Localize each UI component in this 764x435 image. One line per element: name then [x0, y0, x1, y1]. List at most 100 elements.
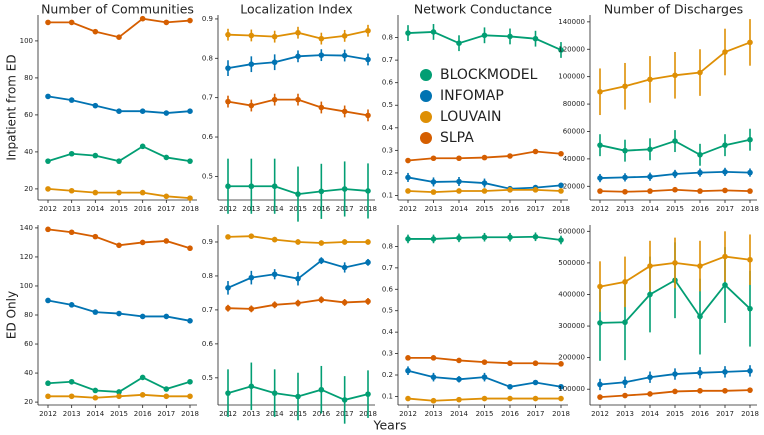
- point: [722, 49, 728, 55]
- point: [722, 169, 728, 175]
- y-tick-label: 0.4: [382, 328, 394, 336]
- point: [92, 394, 99, 401]
- point: [45, 19, 51, 26]
- point: [722, 387, 728, 394]
- point: [225, 390, 231, 396]
- point: [672, 388, 678, 395]
- point: [672, 260, 678, 266]
- y-tick-label: 0.7: [202, 306, 213, 314]
- y-tick-label: 0.9: [202, 15, 213, 23]
- y-tick-label: 0.6: [202, 133, 214, 141]
- point: [271, 390, 278, 396]
- point: [225, 31, 231, 38]
- series: [225, 257, 371, 295]
- panel-title: Number of Communities: [41, 2, 194, 17]
- point: [481, 234, 488, 241]
- y-tick-label: 0.6: [382, 79, 394, 87]
- point: [747, 305, 753, 312]
- series: [45, 226, 193, 252]
- point: [430, 236, 437, 242]
- x-tick-label: 2013: [616, 205, 634, 213]
- point: [405, 188, 411, 194]
- point: [295, 275, 301, 282]
- point: [116, 242, 122, 249]
- x-tick-label: 2017: [716, 205, 734, 213]
- series: [225, 296, 371, 313]
- y-tick-label: 0.9: [202, 238, 213, 246]
- point: [481, 32, 488, 39]
- point: [647, 391, 653, 397]
- point: [532, 35, 539, 42]
- series: [225, 49, 371, 77]
- point: [341, 108, 348, 115]
- point: [622, 279, 628, 285]
- y-tick-label: 0.6: [382, 285, 394, 293]
- point: [92, 28, 99, 35]
- x-tick-label: 2018: [552, 205, 570, 213]
- point: [163, 238, 170, 244]
- point: [697, 169, 703, 176]
- point: [430, 29, 437, 35]
- point: [139, 108, 146, 114]
- point: [456, 40, 462, 47]
- point: [647, 76, 653, 83]
- point: [45, 186, 51, 192]
- series: [225, 158, 371, 222]
- series: [405, 232, 564, 245]
- x-tick-label: 2012: [399, 410, 417, 418]
- point: [248, 233, 255, 240]
- point: [187, 17, 193, 24]
- point: [139, 239, 146, 246]
- y-tick-label: 0.7: [382, 264, 393, 272]
- series: [405, 395, 564, 404]
- y-tick-label: 0.3: [382, 146, 393, 154]
- point: [116, 310, 122, 317]
- point: [365, 239, 371, 245]
- point: [271, 271, 278, 278]
- y-tick-label: 0.2: [382, 169, 393, 177]
- point: [405, 367, 411, 374]
- point: [271, 183, 278, 190]
- point: [163, 313, 170, 320]
- point: [558, 182, 564, 189]
- point: [163, 386, 170, 392]
- point: [295, 239, 301, 245]
- x-tick-label: 2015: [110, 205, 128, 213]
- point: [248, 183, 255, 190]
- y-tick-label: 100000: [558, 73, 585, 81]
- point: [365, 298, 371, 305]
- point: [597, 88, 603, 95]
- x-tick-label: 2018: [741, 410, 759, 418]
- point: [597, 320, 603, 326]
- point: [622, 188, 628, 195]
- y-tick-label: 40: [24, 369, 33, 377]
- point: [225, 98, 231, 105]
- point: [647, 173, 653, 180]
- point: [68, 150, 75, 157]
- point: [187, 108, 193, 114]
- point: [248, 383, 255, 390]
- point: [295, 29, 301, 36]
- point: [532, 360, 539, 367]
- point: [456, 376, 462, 383]
- point: [405, 174, 411, 181]
- point: [558, 188, 564, 194]
- point: [225, 183, 231, 190]
- y-tick-label: 20: [24, 185, 33, 193]
- point: [92, 309, 99, 315]
- point: [68, 302, 75, 308]
- point: [365, 27, 371, 34]
- series: [597, 387, 753, 400]
- y-tick-label: 0.2: [382, 371, 393, 379]
- x-tick-label: 2013: [63, 410, 81, 418]
- point: [248, 306, 255, 312]
- point: [92, 387, 99, 394]
- panel-title: Number of Discharges: [604, 2, 743, 17]
- x-tick-label: 2016: [691, 205, 709, 213]
- point: [481, 180, 488, 186]
- y-tick-label: 60: [24, 111, 33, 119]
- point: [722, 282, 728, 288]
- x-tick-label: 2016: [501, 205, 519, 213]
- point: [116, 108, 122, 114]
- point: [116, 389, 122, 395]
